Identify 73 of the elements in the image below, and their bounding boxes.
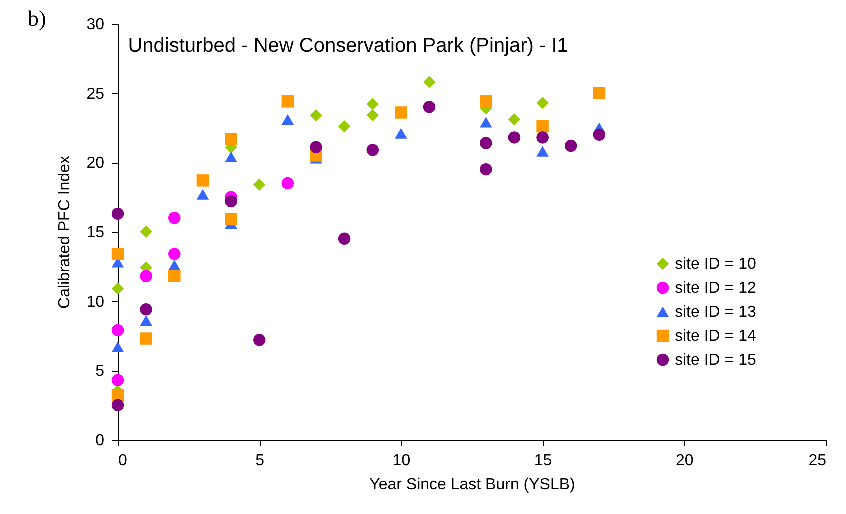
point — [112, 248, 124, 260]
point — [168, 270, 181, 282]
point — [168, 248, 181, 260]
point — [140, 226, 152, 238]
point — [423, 76, 436, 88]
point — [536, 96, 549, 110]
point — [253, 178, 266, 191]
x-axis-title: Year Since Last Burn (YSLB) — [370, 476, 576, 494]
point — [112, 208, 124, 220]
y-tick-label: 15 — [86, 224, 105, 242]
point — [112, 342, 124, 352]
point — [140, 304, 152, 316]
x-tick-label: 15 — [534, 452, 552, 470]
point — [225, 195, 238, 208]
y-tick-label: 20 — [86, 155, 105, 172]
y-tick-label: 30 — [86, 16, 105, 34]
point — [593, 128, 606, 142]
point — [423, 101, 436, 114]
point — [480, 137, 492, 150]
y-tick-label: 25 — [86, 86, 105, 103]
point — [395, 106, 408, 119]
point — [310, 109, 322, 122]
point — [536, 146, 549, 157]
point — [112, 324, 124, 337]
point — [593, 87, 606, 100]
point — [366, 109, 380, 122]
point — [536, 120, 549, 133]
point — [112, 399, 124, 412]
point — [282, 114, 294, 125]
point — [253, 334, 266, 346]
point — [168, 260, 181, 271]
text: Undisturbed - New Conservation Park (Pinjar) - I1 — [128, 35, 568, 57]
y-tick-label: 0 — [96, 432, 105, 450]
legend-label: site ID = 15 — [675, 352, 756, 369]
point — [140, 332, 152, 345]
y-tick-label: 5 — [96, 363, 105, 380]
point — [310, 141, 322, 154]
point — [282, 96, 294, 108]
point — [480, 117, 492, 128]
point — [112, 374, 124, 386]
point — [168, 212, 181, 224]
point — [395, 128, 408, 139]
point — [112, 282, 124, 295]
point — [480, 163, 492, 176]
point — [480, 96, 492, 108]
point — [282, 177, 294, 190]
legend-label: site ID = 12 — [675, 280, 756, 297]
legend-label: site ID = 14 — [675, 328, 756, 345]
point — [225, 132, 238, 146]
x-tick-label: 5 — [256, 452, 265, 470]
point — [508, 132, 521, 144]
legend-label: site ID = 13 — [675, 304, 756, 321]
point — [225, 152, 238, 162]
x-tick-label: 20 — [676, 452, 694, 470]
point — [140, 315, 152, 326]
y-axis-title: Calibrated PFC Index — [56, 156, 74, 309]
point — [564, 140, 578, 152]
point — [536, 132, 549, 144]
point — [338, 232, 351, 246]
x-tick-label: 0 — [118, 452, 128, 470]
point — [196, 189, 210, 200]
point — [196, 174, 210, 187]
point — [366, 98, 380, 111]
point — [338, 120, 351, 133]
legend-label: site ID = 10 — [675, 256, 756, 273]
point — [140, 270, 152, 282]
point — [508, 114, 521, 126]
text: b) — [28, 6, 46, 32]
x-tick-label: 25 — [808, 452, 827, 470]
y-tick-label: 10 — [86, 294, 105, 311]
point — [366, 144, 380, 156]
point — [225, 213, 238, 226]
x-tick-label: 10 — [392, 452, 411, 470]
